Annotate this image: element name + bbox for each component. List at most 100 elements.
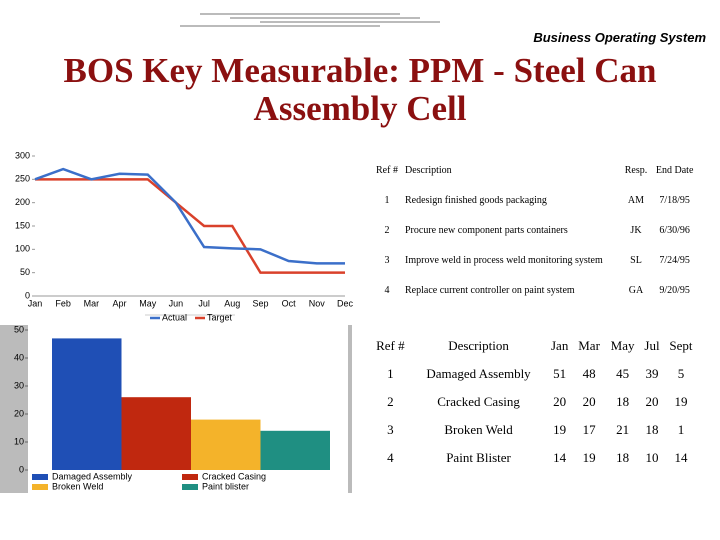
legend-swatch <box>182 484 198 490</box>
table-cell: Description <box>448 338 509 353</box>
table-row: Ref # Description Jan Mar May Jul Sept <box>370 332 698 360</box>
table-cell: May <box>610 338 635 353</box>
table-cell: 9/20/95 <box>659 284 690 296</box>
table-cell: Mar <box>578 338 600 353</box>
table-cell: 21 <box>616 422 630 437</box>
y-tick-label: 100 <box>15 244 30 254</box>
table-cell: 1 <box>384 194 390 206</box>
table-cell: 18 <box>616 450 630 465</box>
table-cell: 2 <box>384 224 390 236</box>
legend-label: Broken Weld <box>52 481 103 491</box>
table-cell: Description <box>405 164 452 176</box>
table-cell: Resp. <box>624 164 648 176</box>
table-cell: 19 <box>674 394 688 409</box>
action-table: Ref # Description Resp. End Date 1 Redesign f… <box>372 155 698 305</box>
table-cell: 19 <box>553 422 567 437</box>
y-tick-label: 50 <box>14 325 24 334</box>
x-tick-label: Jan <box>28 298 43 308</box>
ppm-table: Ref # Description Jan Mar May Jul Sept 1 Damaged… <box>370 332 698 472</box>
series-line <box>35 178 345 274</box>
x-tick-label: Dec <box>337 298 354 308</box>
y-tick-label: 40 <box>14 352 24 362</box>
decoration <box>180 13 440 27</box>
title: BOS Key Measurable: PPM - Steel Can Asse… <box>63 51 657 128</box>
table-cell: 14 <box>674 450 688 465</box>
table-row: 4 Paint Blister 14 19 18 10 14 <box>370 444 698 472</box>
table-cell: 6/30/96 <box>659 224 690 236</box>
y-tick-label: 50 <box>20 267 30 277</box>
table-cell: End Date <box>655 164 694 176</box>
table-cell: Ref # <box>376 338 405 353</box>
bar <box>191 419 261 470</box>
table-row: 3 Broken Weld 19 17 21 18 1 <box>370 416 698 444</box>
table-cell: Sept <box>669 338 693 353</box>
table-cell: 18 <box>645 422 659 437</box>
bar <box>260 430 330 470</box>
series-line <box>34 167 345 265</box>
x-tick-label: Feb <box>55 298 71 308</box>
legend-swatch <box>32 474 48 480</box>
table-cell: JK <box>630 224 642 236</box>
table-row: 2 Procure new component parts containers J… <box>372 215 698 245</box>
table-cell: 2 <box>387 394 394 409</box>
y-tick-label: 30 <box>14 380 24 390</box>
legend-swatch <box>182 474 198 480</box>
y-tick-label: 150 <box>15 220 30 230</box>
bar <box>52 338 122 470</box>
table-cell: 3 <box>387 422 394 437</box>
x-tick-label: Oct <box>282 298 297 308</box>
table-cell: 1 <box>387 366 394 381</box>
legend-label: Damaged Assembly <box>52 471 133 481</box>
x-tick-label: May <box>139 298 157 308</box>
table-cell: 19 <box>582 450 596 465</box>
bar <box>121 397 191 470</box>
table-row: 1 Damaged Assembly 51 48 45 39 5 <box>370 360 698 388</box>
table-cell: 7/18/95 <box>659 194 690 206</box>
table-row: 4 Replace current controller on paint sys… <box>372 275 698 305</box>
table-row: 3 Improve weld in process weld monitoring… <box>372 245 698 275</box>
y-tick-label: 300 <box>15 150 30 160</box>
table-row: 1 Redesign finished goods packaging AM 7/18… <box>372 185 698 215</box>
table-cell: 10 <box>645 450 659 465</box>
table-cell: AM <box>627 194 645 206</box>
x-tick-label: Sep <box>252 298 268 308</box>
table-cell: 3 <box>384 254 390 266</box>
table-cell: SL <box>630 254 642 266</box>
table-cell: Cracked Casing <box>437 394 520 409</box>
table-cell: 45 <box>616 366 630 381</box>
table-cell: Replace current controller on paint syst… <box>405 284 575 296</box>
table-cell: 20 <box>645 394 659 409</box>
table-cell: Ref # <box>376 164 398 176</box>
table-cell: Broken Weld <box>444 422 513 437</box>
table-cell: Damaged Assembly <box>426 366 531 381</box>
x-tick-label: Aug <box>224 298 240 308</box>
x-tick-label: Jul <box>198 298 210 308</box>
table-row: 2 Cracked Casing 20 20 18 20 19 <box>370 388 698 416</box>
subtitle: Business Operating System <box>533 30 706 45</box>
table-cell: 48 <box>582 366 596 381</box>
table-cell: 7/24/95 <box>659 254 690 266</box>
x-tick-label: Apr <box>113 298 127 308</box>
line-chart: 0 50 100 150 200 250 300 Jan Feb Mar Apr May Jun Jul A… <box>0 148 355 323</box>
bar-chart: 0 10 20 30 40 50 Damaged Assembly Cracked Casin… <box>0 325 352 493</box>
y-tick-label: 200 <box>15 197 30 207</box>
table-cell: Jul <box>644 338 660 353</box>
table-cell: 1 <box>677 422 685 437</box>
y-tick-label: 20 <box>14 408 24 418</box>
legend-label: Paint blister <box>202 481 249 491</box>
table-cell: 5 <box>677 366 685 381</box>
table-cell: GA <box>628 284 644 296</box>
table-cell: 4 <box>384 284 390 296</box>
table-cell: 17 <box>582 422 596 437</box>
table-cell: 14 <box>553 450 567 465</box>
y-tick-label: 0 <box>25 290 30 300</box>
legend-label: Actual <box>162 312 187 322</box>
y-tick-label: 10 <box>14 436 24 446</box>
legend-swatch <box>32 484 48 490</box>
legend-label: Cracked Casing <box>202 471 266 481</box>
table-cell: Jan <box>551 338 569 353</box>
table-cell: Paint Blister <box>446 450 511 465</box>
x-tick-label: Jun <box>169 298 184 308</box>
table-cell: Procure new component parts containers <box>405 224 568 236</box>
